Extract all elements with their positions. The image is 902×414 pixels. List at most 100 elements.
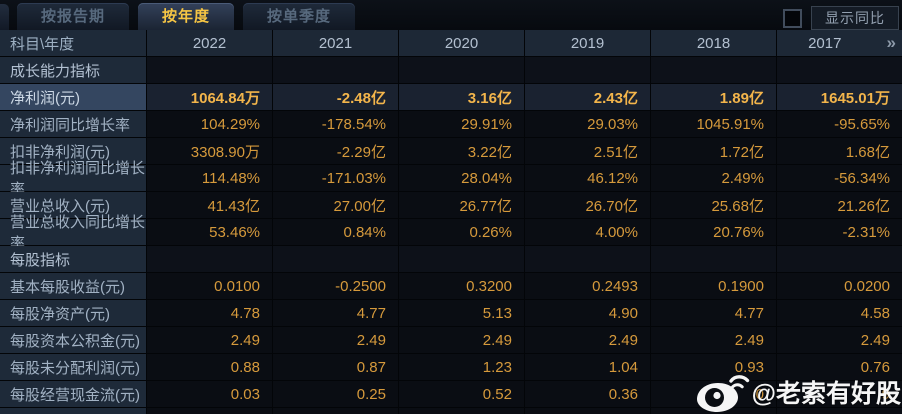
show-yoy-checkbox[interactable] bbox=[783, 8, 802, 28]
table-cell: 0.84% bbox=[273, 219, 398, 245]
table-cell: 2.49 bbox=[651, 327, 776, 353]
table-cell: 4.58 bbox=[777, 300, 902, 326]
table-cell: 0.93 bbox=[651, 354, 776, 380]
table-cell-clipped bbox=[525, 408, 650, 414]
tab-by-year[interactable]: 按年度 bbox=[138, 3, 235, 30]
table-cell: 25.68亿 bbox=[651, 192, 776, 218]
table-cell: 2.49 bbox=[525, 327, 650, 353]
year-header-2021: 2021 bbox=[273, 30, 398, 56]
year-header-2017: 2017 » bbox=[777, 30, 902, 56]
table-cell: -0.2500 bbox=[273, 273, 398, 299]
section-empty-cell bbox=[273, 57, 398, 83]
table-cell: 4.00% bbox=[525, 219, 650, 245]
row-label: 净利润同比增长率 bbox=[0, 111, 146, 137]
row-label: 净利润(元) bbox=[0, 84, 146, 110]
table-cell: 4.77 bbox=[651, 300, 776, 326]
table-cell: 0.2493 bbox=[525, 273, 650, 299]
table-cell: 2.49 bbox=[147, 327, 272, 353]
table-cell: 41.43亿 bbox=[147, 192, 272, 218]
table-cell: 4.78 bbox=[147, 300, 272, 326]
table-corner-header: 科目\年度 bbox=[0, 30, 146, 56]
table-cell: 114.48% bbox=[147, 165, 272, 191]
table-cell: 0.3200 bbox=[399, 273, 524, 299]
table-cell: 0.0100 bbox=[147, 273, 272, 299]
table-cell: 27.00亿 bbox=[273, 192, 398, 218]
table-cell: 46.12% bbox=[525, 165, 650, 191]
row-label: 扣非净利润(元) bbox=[0, 138, 146, 164]
row-label: 营业总收入(元) bbox=[0, 192, 146, 218]
tab-strip: 按报告期 按年度 按单季度 bbox=[17, 3, 364, 30]
table-cell: 2.43亿 bbox=[525, 84, 650, 110]
table-cell: 0.36 bbox=[525, 381, 650, 407]
tab-by-quarter[interactable]: 按单季度 bbox=[243, 3, 356, 30]
year-header-label: 2017 bbox=[808, 34, 842, 52]
table-cell-clipped bbox=[399, 408, 524, 414]
table-cell-clipped bbox=[777, 408, 902, 414]
section-empty-cell bbox=[399, 246, 524, 272]
table-cell: 0.1900 bbox=[651, 273, 776, 299]
table-cell: 2.49 bbox=[399, 327, 524, 353]
tab-controls: 显示同比 bbox=[783, 6, 899, 30]
table-cell: 1.04 bbox=[525, 354, 650, 380]
table-cell: 2.49% bbox=[651, 165, 776, 191]
table-cell: 3308.90万 bbox=[147, 138, 272, 164]
year-header-2019: 2019 bbox=[525, 30, 650, 56]
table-cell: 0.88 bbox=[147, 354, 272, 380]
table-cell: 0.52 bbox=[399, 381, 524, 407]
row-label: 每股未分配利润(元) bbox=[0, 354, 146, 380]
table-cell: 4.77 bbox=[273, 300, 398, 326]
table-cell-clipped bbox=[651, 408, 776, 414]
table-cell: -2.48亿 bbox=[273, 84, 398, 110]
section-header: 每股指标 bbox=[0, 246, 146, 272]
row-label: 每股经营现金流(元) bbox=[0, 381, 146, 407]
more-columns-icon[interactable]: » bbox=[886, 33, 897, 52]
show-yoy-label[interactable]: 显示同比 bbox=[811, 6, 899, 30]
table-cell: 1645.01万 bbox=[777, 84, 902, 110]
row-label: 扣非净利润同比增长率 bbox=[0, 160, 146, 198]
tab-bar: 按报告期 按年度 按单季度 显示同比 bbox=[0, 0, 902, 30]
table-cell: 28.04% bbox=[399, 165, 524, 191]
table-cell: 104.29% bbox=[147, 111, 272, 137]
table-cell: 3.22亿 bbox=[399, 138, 524, 164]
tab-by-report-period[interactable]: 按报告期 bbox=[17, 3, 130, 30]
table-cell: 0.0200 bbox=[777, 273, 902, 299]
financial-table: 科目\年度 2022 2021 2020 2019 2018 2017 » 成长能力指标 净利润(… bbox=[0, 30, 902, 414]
table-cell: 2.49 bbox=[273, 327, 398, 353]
table-cell: -2.29亿 bbox=[273, 138, 398, 164]
table-cell: 21.26亿 bbox=[777, 192, 902, 218]
table-cell: 1.72亿 bbox=[651, 138, 776, 164]
table-cell: 0.76 bbox=[777, 354, 902, 380]
section-empty-cell bbox=[525, 246, 650, 272]
table-cell: 9 bbox=[777, 381, 902, 407]
table-cell: -171.03% bbox=[273, 165, 398, 191]
row-label: 每股资本公积金(元) bbox=[0, 327, 146, 353]
year-header-2020: 2020 bbox=[399, 30, 524, 56]
row-label: 营业总收入同比增长率 bbox=[0, 214, 146, 252]
table-cell: -56.34% bbox=[777, 165, 902, 191]
section-empty-cell bbox=[399, 57, 524, 83]
tab-bar-left-edge bbox=[0, 4, 9, 30]
table-cell: 26.77亿 bbox=[399, 192, 524, 218]
section-empty-cell bbox=[777, 246, 902, 272]
table-cell: 2.51亿 bbox=[525, 138, 650, 164]
table-cell: 20.76% bbox=[651, 219, 776, 245]
table-cell: -95.65% bbox=[777, 111, 902, 137]
section-empty-cell bbox=[273, 246, 398, 272]
table-cell: 0.87 bbox=[273, 354, 398, 380]
table-cell: 1.23 bbox=[399, 354, 524, 380]
table-cell: 1045.91% bbox=[651, 111, 776, 137]
table-cell: 0 bbox=[651, 381, 776, 407]
table-cell: 1.89亿 bbox=[651, 84, 776, 110]
table-cell: 29.03% bbox=[525, 111, 650, 137]
table-cell: 3.16亿 bbox=[399, 84, 524, 110]
table-cell: 0.03 bbox=[147, 381, 272, 407]
section-empty-cell bbox=[147, 57, 272, 83]
row-label: 每股净资产(元) bbox=[0, 300, 146, 326]
section-empty-cell bbox=[777, 57, 902, 83]
table-cell: -2.31% bbox=[777, 219, 902, 245]
table-cell: -178.54% bbox=[273, 111, 398, 137]
section-header: 成长能力指标 bbox=[0, 57, 146, 83]
table-cell: 29.91% bbox=[399, 111, 524, 137]
table-cell-clipped bbox=[273, 408, 398, 414]
